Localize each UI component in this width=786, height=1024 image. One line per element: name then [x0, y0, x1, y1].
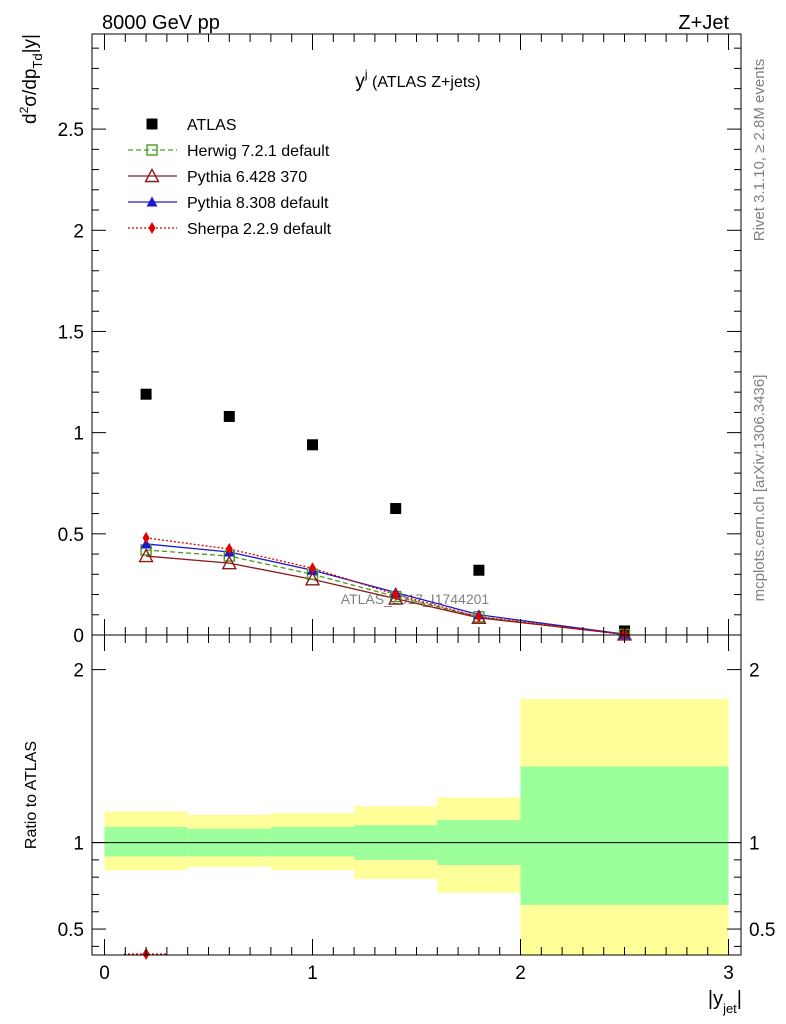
x-axis-label: |yjet| [708, 988, 742, 1016]
ratio-y-tick-label-right: 1 [749, 834, 760, 855]
sherpa-2-2-9-default-point [475, 610, 483, 623]
x-tick-label: 1 [307, 963, 318, 984]
inner-uncertainty-band [520, 766, 729, 905]
ratio-panel: 0.5 0.5 1 1 2 2 0 1 2 3 Ratio to ATLAS |yjet| [23, 634, 775, 1016]
sherpa-2-2-9-default-line [145, 537, 625, 635]
y-tick-label: 1 [73, 424, 84, 445]
pythia-8-308-default-line [146, 543, 625, 635]
herwig-7-2-1-default-line [146, 549, 625, 636]
ratio-y-tick-label: 0.5 [58, 920, 84, 941]
legend-marker-atlas [146, 118, 158, 130]
y-tick-label: 2.5 [58, 120, 84, 141]
pythia-6-428-370-point [388, 590, 404, 605]
atlas-point [306, 439, 318, 451]
pythia-6-428-370-point [138, 548, 154, 563]
main-y-axis-label: d2σ/dpTd|y| [17, 34, 45, 124]
ratio-y-tick-label: 1 [73, 834, 84, 855]
atlas-point [223, 410, 235, 422]
pythia-6-428-370-line [146, 555, 625, 636]
y-tick-label: 0.5 [58, 525, 84, 546]
legend-label-pythia-6-428-370: Pythia 6.428 370 [187, 169, 307, 186]
legend-label-pythia-8-308-default: Pythia 8.308 default [187, 195, 329, 212]
pythia-6-428-370-point [221, 555, 237, 570]
legend-label-herwig-7-2-1-default: Herwig 7.2.1 default [187, 143, 330, 160]
sherpa-2-2-9-default-point [225, 542, 233, 555]
header-right: Z+Jet [678, 12, 729, 34]
inner-uncertainty-band [104, 827, 188, 857]
legend-label-atlas: ATLAS [187, 117, 237, 134]
sherpa-2-2-9-default-point [142, 531, 150, 544]
ratio-y-tick-label-right: 2 [749, 661, 760, 682]
header-left: 8000 GeV pp [102, 12, 220, 34]
y-tick-label: 2 [73, 221, 84, 242]
y-tick-label: 0 [73, 626, 84, 647]
legend-marker-pythia-6-428-370 [144, 168, 160, 183]
main-panel: ATLAS_2017_I1744201 0 0.5 1 1.5 2 2.5 yj (ATL… [17, 33, 742, 647]
atlas-point [390, 503, 402, 515]
ratio-y-axis-label: Ratio to ATLAS [23, 741, 40, 849]
analysis-watermark: ATLAS_2017_I1744201 [341, 591, 490, 607]
rivet-label: Rivet 3.1.10, ≥ 2.8M events [751, 59, 768, 242]
atlas-point [473, 564, 485, 576]
legend: ATLAS Herwig 7.2.1 default Pythia 6.428 37… [128, 117, 332, 238]
legend-marker-pythia-8-308-default [146, 196, 158, 207]
legend-label-sherpa-2-2-9-default: Sherpa 2.2.9 default [187, 221, 332, 238]
legend-marker-herwig-7-2-1-default [146, 144, 158, 156]
legend-marker-sherpa-2-2-9-default [148, 222, 156, 234]
atlas-point [140, 388, 152, 400]
main-title: yj (ATLAS Z+jets) [355, 67, 480, 92]
ratio-y-tick-label-right: 0.5 [749, 920, 775, 941]
inner-uncertainty-band [270, 827, 355, 857]
sherpa-2-2-9-default-point [392, 588, 400, 601]
sherpa-2-2-9-default-point [308, 562, 316, 575]
pythia-6-428-370-point [304, 571, 321, 586]
y-tick-label: 1.5 [58, 322, 84, 343]
ratio-y-tick-label: 2 [73, 661, 84, 682]
x-tick-label: 2 [515, 963, 526, 984]
mcplots-label: mcplots.cern.ch [arXiv:1306.3436] [751, 375, 768, 602]
x-tick-label: 0 [99, 963, 110, 984]
x-tick-label: 3 [723, 963, 734, 984]
